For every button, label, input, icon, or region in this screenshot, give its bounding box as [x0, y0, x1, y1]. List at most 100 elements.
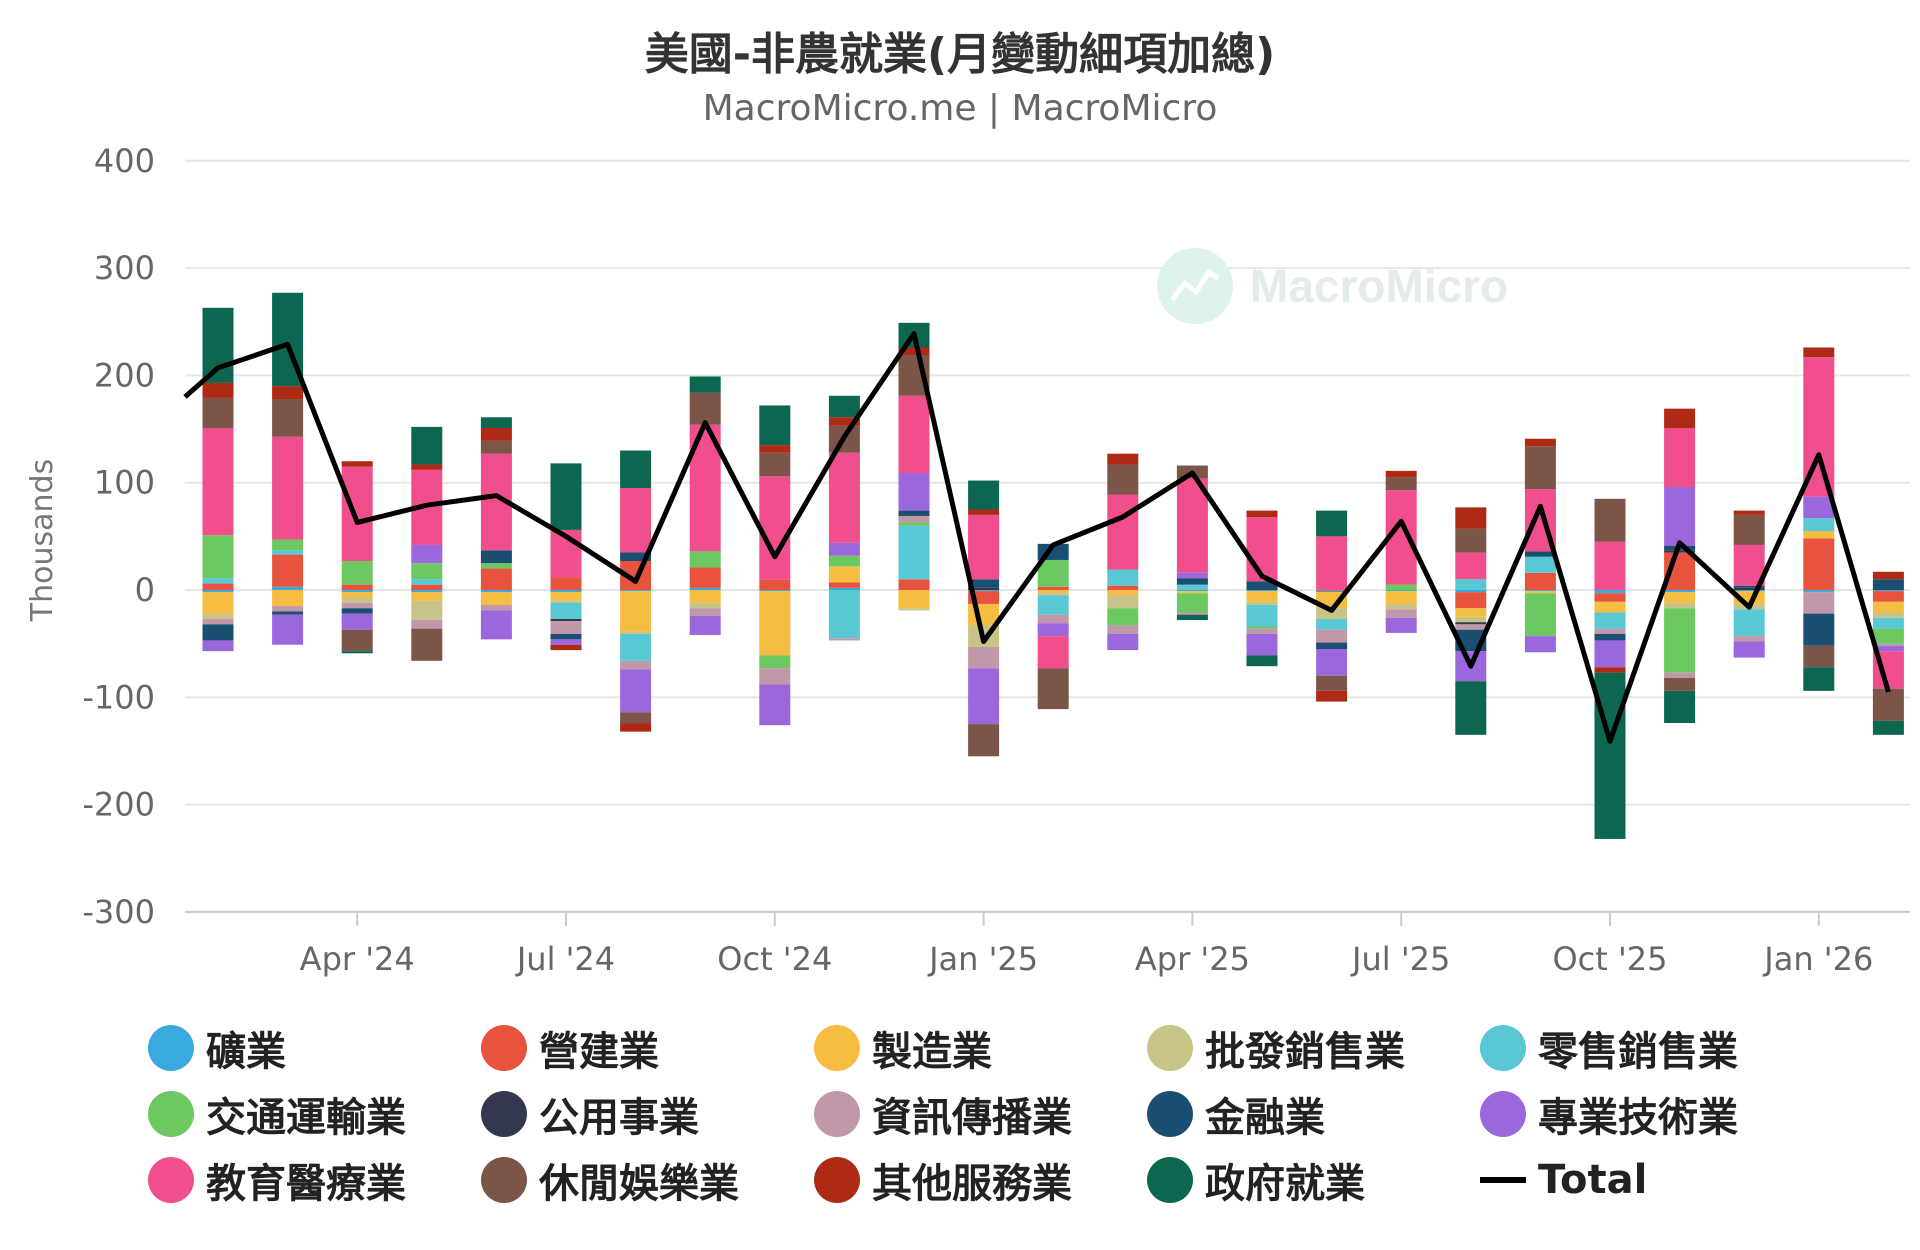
legend-dot-icon: [148, 1025, 194, 1071]
legend-item[interactable]: 零售銷售業: [1480, 1022, 1813, 1075]
legend-label: Total: [1538, 1157, 1648, 1203]
bar-segment: [550, 577, 582, 590]
bar-segment: [272, 611, 304, 615]
bar-segment: [1524, 446, 1556, 490]
bar-segment: [1733, 514, 1765, 545]
legend-item[interactable]: 資訊傳播業: [814, 1088, 1147, 1141]
y-tick-label: -300: [82, 893, 155, 931]
bar-segment: [968, 724, 1000, 757]
bar-segment: [341, 561, 373, 585]
bar-segment: [1524, 438, 1556, 447]
bar-segment: [898, 525, 930, 580]
bar-segment: [341, 629, 373, 652]
bar-segment: [550, 633, 582, 640]
bar-segment: [1107, 494, 1139, 570]
bar-segment: [202, 382, 234, 398]
bar-segment: [1872, 579, 1904, 590]
legend-item[interactable]: 營建業: [481, 1022, 814, 1075]
bar-segment: [411, 628, 443, 661]
bar-segment: [202, 535, 234, 579]
bar-segment: [1037, 623, 1069, 637]
legend-item[interactable]: 教育醫療業: [148, 1154, 481, 1207]
chart-subtitle: MacroMicro.me | MacroMicro: [702, 88, 1218, 129]
bar-segment: [202, 624, 234, 641]
legend-label: 資訊傳播業: [872, 1095, 1072, 1141]
legend-item[interactable]: 其他服務業: [814, 1154, 1147, 1207]
bar-segment: [1385, 603, 1417, 610]
bar-segment: [550, 463, 582, 530]
legend-label: 公用事業: [539, 1095, 699, 1141]
bar-segment: [480, 427, 512, 441]
bar-segment: [1872, 591, 1904, 602]
legend-item[interactable]: 批發銷售業: [1147, 1022, 1480, 1075]
legend-item[interactable]: 金融業: [1147, 1088, 1480, 1141]
legend-label: 其他服務業: [872, 1161, 1072, 1207]
bar-segment: [1803, 496, 1835, 519]
bar-segment: [828, 555, 860, 567]
bar-segment: [550, 618, 582, 622]
legend-dot-icon: [1147, 1091, 1193, 1137]
watermark-text: MacroMicro: [1250, 260, 1508, 312]
bar-segment: [550, 592, 582, 601]
bar-segment: [968, 587, 1000, 590]
bar-segment: [689, 587, 721, 590]
bar-segment: [1246, 590, 1278, 592]
bar-segment: [272, 436, 304, 540]
bar-segment: [1733, 510, 1765, 515]
bar-segment: [1455, 590, 1487, 593]
legend: 礦業 營建業 製造業 批發銷售業 零售銷售業 交通運輸業 公用事業 資訊傳播業 金融業 專業技術業…: [148, 1022, 1808, 1207]
legend-item[interactable]: 專業技術業: [1480, 1088, 1813, 1141]
bar-segment: [1107, 595, 1139, 609]
bar-segment: [1803, 538, 1835, 590]
bar-segment: [759, 452, 791, 477]
gridlines: [185, 159, 1910, 913]
legend-item[interactable]: Total: [1480, 1154, 1813, 1206]
bar-segment: [1037, 593, 1069, 596]
bar-segment: [1176, 612, 1208, 615]
legend-item[interactable]: 製造業: [814, 1022, 1147, 1075]
bar-segment: [1107, 633, 1139, 651]
bar-segment: [898, 608, 930, 611]
bar-segment: [1872, 688, 1904, 721]
bar-segment: [1594, 628, 1626, 634]
bar-segment: [828, 587, 860, 590]
bar-segment: [1594, 633, 1626, 641]
bar-segment: [272, 399, 304, 437]
bar-segment: [898, 515, 930, 523]
bar-segment: [1455, 681, 1487, 735]
bar-segment: [550, 621, 582, 634]
bar-segment: [1455, 592, 1487, 609]
bar-segment: [341, 461, 373, 467]
bar-segment: [1524, 551, 1556, 557]
bar-segment: [480, 592, 512, 606]
bar-segment: [1872, 590, 1904, 592]
bar-segment: [1316, 649, 1348, 676]
x-tick-label: Apr '24: [300, 940, 415, 978]
legend-item[interactable]: 政府就業: [1147, 1154, 1480, 1207]
bar-segment: [1037, 595, 1069, 615]
bar-segment: [341, 651, 373, 654]
bar-segment: [689, 608, 721, 616]
bar-segment: [1316, 629, 1348, 643]
bar-segment: [202, 618, 234, 625]
bar-segment: [1733, 585, 1765, 588]
bar-segment: [1664, 677, 1696, 691]
x-tick-label: Jul '25: [1350, 940, 1450, 978]
bar-segment: [480, 568, 512, 590]
bar-segment: [620, 723, 652, 732]
legend-item[interactable]: 交通運輸業: [148, 1088, 481, 1141]
bar-segment: [620, 591, 652, 632]
bar-segment: [1524, 593, 1556, 637]
bar-segment: [480, 440, 512, 454]
x-tick-label: Jan '26: [1762, 940, 1873, 978]
legend-label: 零售銷售業: [1538, 1029, 1738, 1075]
bar-segment: [1385, 590, 1417, 592]
legend-dot-icon: [814, 1157, 860, 1203]
bar-segment: [272, 614, 304, 645]
legend-item[interactable]: 礦業: [148, 1022, 481, 1075]
bar-segment: [1594, 612, 1626, 629]
legend-item[interactable]: 公用事業: [481, 1088, 814, 1141]
legend-item[interactable]: 休閒娛樂業: [481, 1154, 814, 1207]
bar-segment: [1664, 608, 1696, 673]
bar-segment: [1316, 618, 1348, 630]
